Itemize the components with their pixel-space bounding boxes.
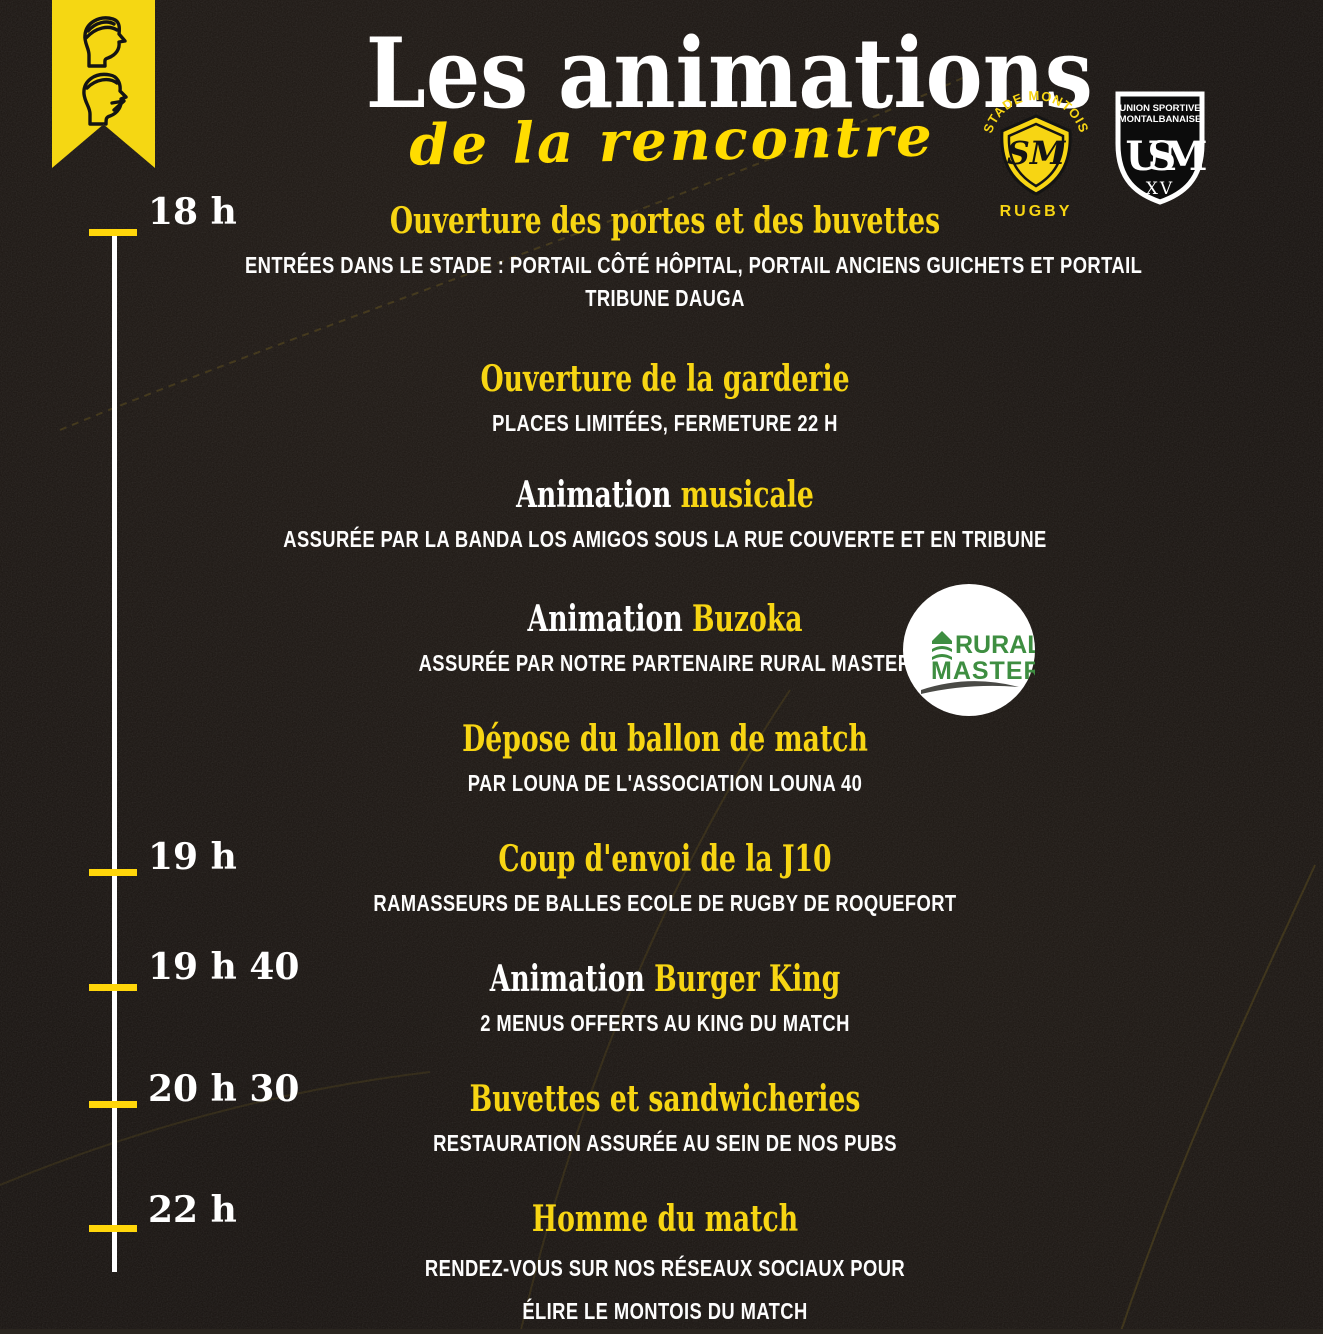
event-animation-buzoka: Animation Buzoka ASSURÉE PAR NOTRE PARTE… (140, 598, 1190, 680)
event-subtitle: RAMASSEURS DE BALLES ECOLE DE RUGBY DE R… (140, 887, 1190, 920)
event-coup-envoi: Coup d'envoi de la J10 RAMASSEURS DE BAL… (140, 838, 1190, 920)
event-title: Animation Burger King (277, 958, 1054, 1000)
event-title-yellow: musicale (680, 474, 814, 516)
subtitle-line: RENDEZ-VOUS SUR NOS RÉSEAUX SOCIAUX POUR (424, 1255, 906, 1281)
event-subtitle: RESTAURATION ASSURÉE AU SEIN DE NOS PUBS (140, 1127, 1190, 1160)
event-title: Ouverture de la garderie (277, 358, 1054, 400)
event-buvettes-sandwicheries: Buvettes et sandwicheries RESTAURATION A… (140, 1078, 1190, 1160)
timeline-tick-22h (89, 1225, 137, 1232)
event-homme-du-match: Homme du match RENDEZ-VOUS SUR NOS RÉSEA… (140, 1198, 1190, 1333)
page-subtitle: de la rencontre (408, 103, 936, 179)
event-title-yellow: Coup d'envoi de la J10 (498, 838, 832, 880)
event-title-yellow: Ouverture de la garderie (480, 358, 850, 400)
event-title-yellow: Buzoka (691, 598, 803, 640)
rural-master-logo: RURAL MASTER (921, 631, 1043, 694)
master-text: MASTER (931, 657, 1035, 685)
event-title-yellow: Burger King (654, 958, 841, 1000)
event-title-white: Animation (516, 474, 681, 516)
event-title: Animation musicale (277, 474, 1054, 516)
time-label-18h: 18 h (148, 191, 237, 233)
subtitle-line: ASSURÉE PAR NOTRE PARTENAIRE RURAL MASTE… (418, 650, 912, 676)
event-subtitle: 2 MENUS OFFERTS AU KING DU MATCH (140, 1007, 1190, 1040)
event-title-white: Animation (527, 598, 692, 640)
event-subtitle: ASSURÉE PAR NOTRE PARTENAIRE RURAL MASTE… (140, 647, 1190, 680)
event-subtitle: PAR LOUNA DE L'ASSOCIATION LOUNA 40 (140, 767, 1190, 800)
bottom-edge-strip (0, 1329, 1323, 1334)
event-subtitle: ENTRÉES DANS LE STADE : PORTAIL CÔTÉ HÔP… (140, 249, 1190, 315)
subtitle-line: ASSURÉE PAR LA BANDA LOS AMIGOS SOUS LA … (283, 526, 1047, 552)
subtitle-line: TRIBUNE DAUGA (585, 285, 745, 311)
event-depose-ballon: Dépose du ballon de match PAR LOUNA DE L… (140, 718, 1190, 800)
rural-master-badge: RURAL MASTER (903, 584, 1043, 716)
usm-logo: UNION SPORTIVE MONTALBANAISE USM XV (1115, 91, 1208, 205)
event-title: Homme du match (277, 1198, 1054, 1240)
event-garderie: Ouverture de la garderie PLACES LIMITÉES… (140, 358, 1190, 440)
usm-xv-text: XV (1146, 179, 1174, 199)
subtitle-line: PAR LOUNA DE L'ASSOCIATION LOUNA 40 (467, 770, 863, 796)
event-ouverture-portes: Ouverture des portes et des buvettes ENT… (140, 200, 1190, 315)
subtitle-line: RESTAURATION ASSURÉE AU SEIN DE NOS PUBS (433, 1130, 897, 1156)
subtitle-line: RAMASSEURS DE BALLES ECOLE DE RUGBY DE R… (373, 890, 957, 916)
event-title-yellow: Homme du match (531, 1198, 799, 1240)
sm-initials: SM (1007, 134, 1067, 172)
event-animation-burger-king: Animation Burger King 2 MENUS OFFERTS AU… (140, 958, 1190, 1040)
usm-monogram: USM (1125, 133, 1206, 180)
event-title-yellow: Ouverture des portes et des buvettes (389, 200, 941, 242)
time-label-22h: 22 h (148, 1189, 237, 1231)
subtitle-line: PLACES LIMITÉES, FERMETURE 22 H (492, 410, 838, 436)
timeline-tick-19h40 (89, 984, 137, 991)
sm-bottom-text: RUGBY (1000, 203, 1073, 220)
rugby-player-head-icon (83, 16, 127, 68)
event-title: Coup d'envoi de la J10 (277, 838, 1054, 880)
event-title: Dépose du ballon de match (277, 718, 1054, 760)
time-label-20h30: 20 h 30 (148, 1068, 300, 1110)
rugby-player-head-icon (82, 72, 128, 126)
subtitle-line: 2 MENUS OFFERTS AU KING DU MATCH (480, 1010, 850, 1036)
event-title-white: Animation (489, 958, 655, 1000)
event-title-yellow: Buvettes et sandwicheries (469, 1078, 861, 1120)
timeline-tick-18h (89, 229, 137, 236)
rural-text: RURAL (955, 631, 1035, 659)
event-title: Ouverture des portes et des buvettes (277, 200, 1054, 242)
event-subtitle: PLACES LIMITÉES, FERMETURE 22 H (140, 407, 1190, 440)
timeline-tick-19h (89, 869, 137, 876)
event-title-yellow: Dépose du ballon de match (462, 718, 868, 760)
usm-name-line1: UNION SPORTIVE (1119, 103, 1200, 114)
timeline-line (112, 236, 117, 1272)
subtitle-line: ÉLIRE LE MONTOIS DU MATCH (522, 1298, 808, 1324)
event-subtitle: RENDEZ-VOUS SUR NOS RÉSEAUX SOCIAUX POUR… (140, 1247, 1190, 1333)
subtitle-line: ENTRÉES DANS LE STADE : PORTAIL CÔTÉ HÔP… (245, 252, 1143, 278)
stade-montois-logo: STADE MONTOIS SM RUGBY (982, 88, 1090, 220)
event-title: Animation Buzoka (277, 598, 1054, 640)
bookmark-ribbon (52, 0, 155, 168)
event-animation-musicale: Animation musicale ASSURÉE PAR LA BANDA … (140, 474, 1190, 556)
time-label-19h: 19 h (148, 836, 237, 878)
timeline-tick-20h30 (89, 1101, 137, 1108)
event-title: Buvettes et sandwicheries (277, 1078, 1054, 1120)
usm-name-line2: MONTALBANAISE (1119, 114, 1202, 125)
time-label-19h40: 19 h 40 (148, 946, 300, 988)
event-subtitle: ASSURÉE PAR LA BANDA LOS AMIGOS SOUS LA … (140, 523, 1190, 556)
